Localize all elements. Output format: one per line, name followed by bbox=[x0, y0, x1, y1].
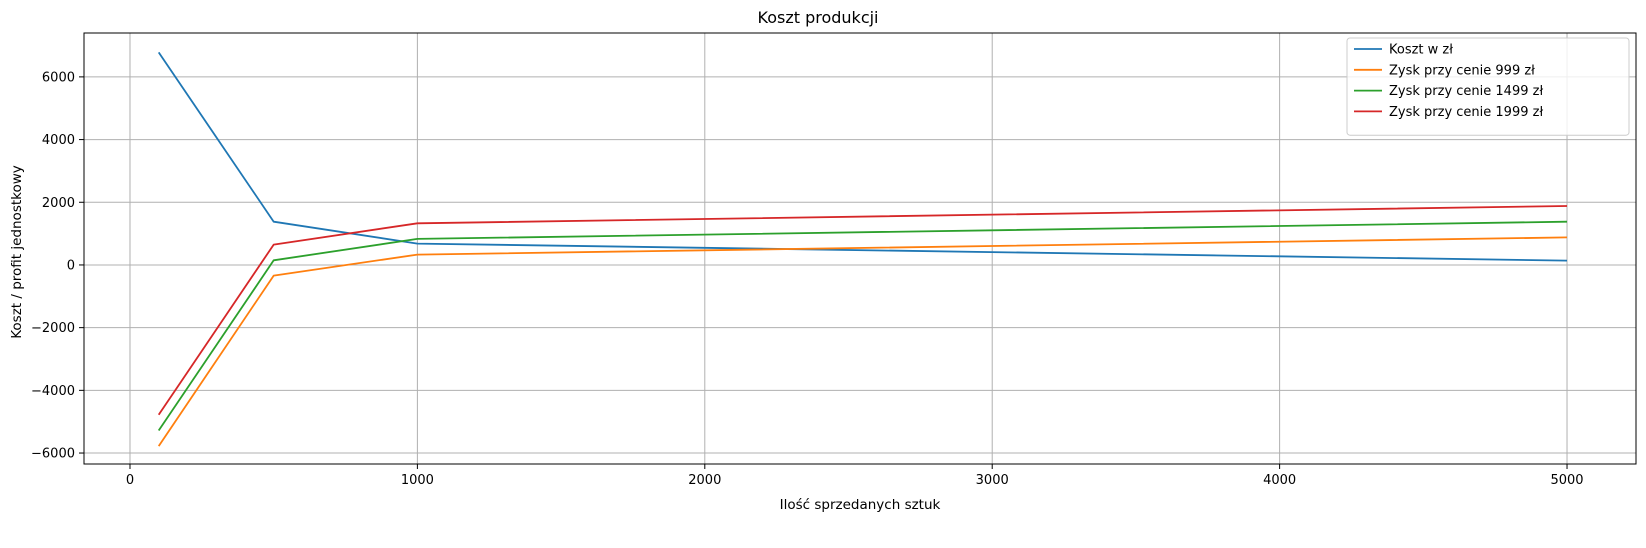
legend-label: Zysk przy cenie 999 zł bbox=[1389, 63, 1535, 78]
legend: Koszt w zł Zysk przy cenie 999 zł Zysk prz… bbox=[1346, 37, 1630, 136]
legend-label: Koszt w zł bbox=[1389, 43, 1453, 58]
legend-label: Zysk przy cenie 1999 zł bbox=[1389, 105, 1543, 120]
legend-label: Zysk przy cenie 1499 zł bbox=[1389, 84, 1543, 99]
chart-title: Koszt produkcji bbox=[758, 8, 879, 27]
y-tick-label: −6000 bbox=[31, 447, 75, 462]
x-tick-label: 3000 bbox=[976, 473, 1009, 488]
series-line-4 bbox=[157, 205, 1568, 416]
plot-frame bbox=[83, 32, 1637, 465]
y-tick-label: 2000 bbox=[42, 196, 75, 211]
y-tick-label: −4000 bbox=[31, 384, 75, 399]
series-line-2 bbox=[157, 236, 1568, 447]
y-tick-label: 0 bbox=[67, 258, 75, 273]
y-axis-label: Koszt / profit jednostkowy bbox=[9, 165, 25, 339]
x-axis-label: Ilość sprzedanych sztuk bbox=[780, 497, 941, 513]
series-line-3 bbox=[157, 220, 1568, 432]
series-lines bbox=[157, 51, 1568, 447]
y-tick-label: −2000 bbox=[31, 321, 75, 336]
x-axis-ticks: 0 1000 2000 3000 4000 5000 bbox=[126, 464, 1584, 488]
y-axis-ticks: −6000 −4000 −2000 0 2000 4000 6000 bbox=[31, 70, 84, 462]
series-line-1 bbox=[157, 51, 1568, 262]
legend-box bbox=[1346, 37, 1630, 136]
x-tick-label: 5000 bbox=[1550, 473, 1583, 488]
y-tick-label: 4000 bbox=[42, 133, 75, 148]
x-tick-label: 2000 bbox=[688, 473, 721, 488]
x-tick-label: 1000 bbox=[401, 473, 434, 488]
x-tick-label: 0 bbox=[126, 473, 134, 488]
y-tick-label: 6000 bbox=[42, 70, 75, 85]
x-tick-label: 4000 bbox=[1263, 473, 1296, 488]
